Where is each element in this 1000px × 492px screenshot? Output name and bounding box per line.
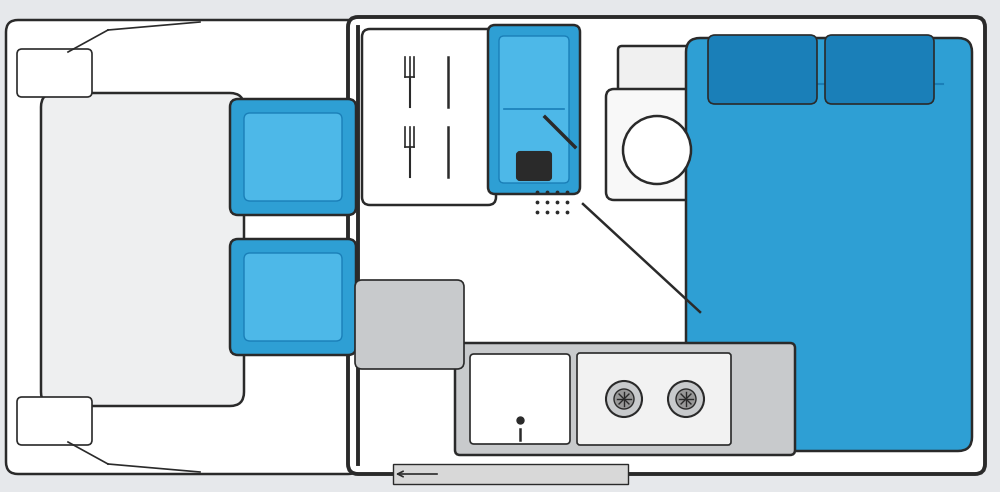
- Circle shape: [668, 381, 704, 417]
- Bar: [393, 464, 628, 484]
- FancyBboxPatch shape: [6, 20, 360, 474]
- FancyBboxPatch shape: [244, 253, 342, 341]
- FancyBboxPatch shape: [488, 25, 580, 194]
- FancyBboxPatch shape: [17, 49, 92, 97]
- Circle shape: [623, 116, 691, 184]
- FancyBboxPatch shape: [355, 280, 464, 369]
- Circle shape: [606, 381, 642, 417]
- FancyBboxPatch shape: [17, 397, 92, 445]
- FancyBboxPatch shape: [686, 38, 972, 451]
- FancyBboxPatch shape: [499, 36, 569, 183]
- Circle shape: [676, 389, 696, 409]
- FancyBboxPatch shape: [470, 354, 570, 444]
- FancyBboxPatch shape: [708, 35, 817, 104]
- FancyBboxPatch shape: [455, 343, 795, 455]
- FancyBboxPatch shape: [825, 35, 934, 104]
- FancyBboxPatch shape: [362, 29, 496, 205]
- FancyBboxPatch shape: [618, 46, 698, 106]
- Circle shape: [614, 389, 634, 409]
- FancyBboxPatch shape: [348, 17, 985, 474]
- FancyBboxPatch shape: [230, 239, 356, 355]
- FancyBboxPatch shape: [606, 89, 707, 200]
- FancyBboxPatch shape: [230, 99, 356, 215]
- FancyBboxPatch shape: [244, 113, 342, 201]
- FancyBboxPatch shape: [41, 93, 244, 406]
- FancyBboxPatch shape: [517, 152, 551, 180]
- FancyBboxPatch shape: [577, 353, 731, 445]
